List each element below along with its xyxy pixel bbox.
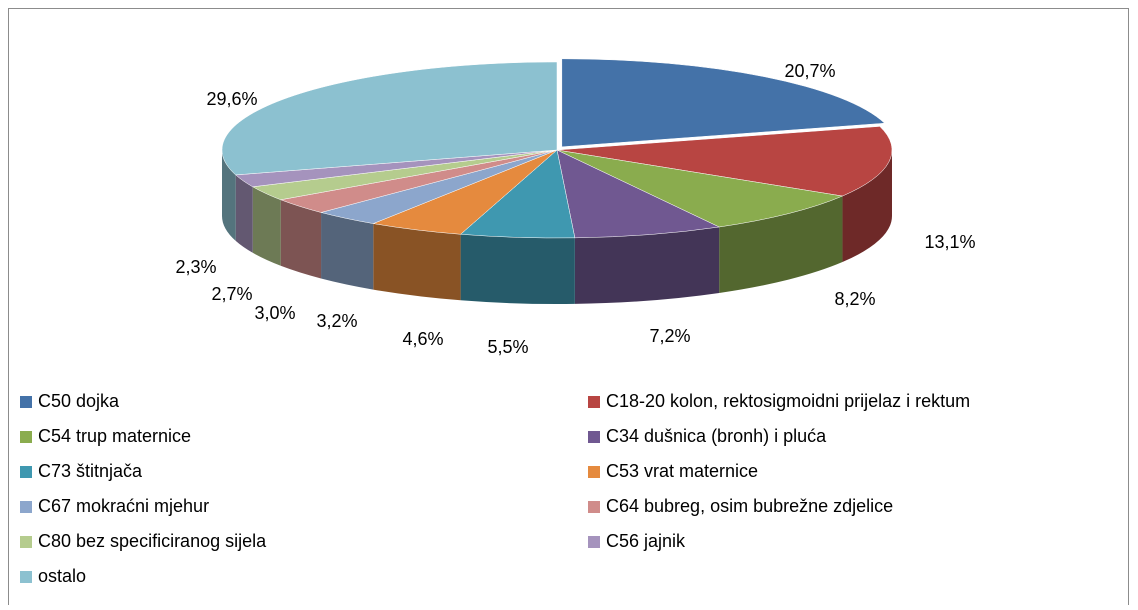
legend-swatch bbox=[588, 501, 600, 513]
pie-slice bbox=[556, 149, 721, 239]
pie-slice bbox=[556, 149, 844, 228]
legend-swatch bbox=[588, 396, 600, 408]
data-label: 4,6% bbox=[402, 329, 443, 349]
legend-label: C73 štitnjača bbox=[38, 461, 143, 481]
pie-side bbox=[222, 150, 236, 241]
pie-side bbox=[460, 234, 575, 304]
legend-label: C67 mokraćni mjehur bbox=[38, 496, 209, 516]
legend-swatch bbox=[588, 536, 600, 548]
data-label: 3,2% bbox=[316, 311, 357, 331]
pie-side bbox=[574, 227, 720, 304]
pie-side bbox=[719, 196, 843, 294]
pie-side bbox=[252, 186, 281, 266]
data-label: 2,3% bbox=[175, 257, 216, 277]
data-label: 7,2% bbox=[649, 326, 690, 346]
legend-label: C80 bez specificiranog sijela bbox=[38, 531, 267, 551]
legend-swatch bbox=[20, 536, 32, 548]
legend-label: C54 trup maternice bbox=[38, 426, 191, 446]
legend-swatch bbox=[20, 501, 32, 513]
legend-label: C18-20 kolon, rektosigmoidni prijelaz i … bbox=[606, 391, 970, 411]
pie-slice bbox=[561, 58, 886, 148]
pie-side bbox=[373, 223, 461, 301]
legend-swatch bbox=[20, 396, 32, 408]
data-label: 5,5% bbox=[487, 337, 528, 357]
pie-slice bbox=[221, 61, 558, 176]
legend-swatch bbox=[20, 466, 32, 478]
legend-label: ostalo bbox=[38, 566, 86, 586]
legend-label: C53 vrat maternice bbox=[606, 461, 758, 481]
data-label: 13,1% bbox=[924, 232, 975, 252]
data-label: 20,7% bbox=[784, 61, 835, 81]
legend-label: C64 bubreg, osim bubrežne zdjelice bbox=[606, 496, 893, 516]
legend-swatch bbox=[588, 466, 600, 478]
pie-side bbox=[280, 199, 322, 279]
legend-swatch bbox=[20, 571, 32, 583]
legend-label: C34 dušnica (bronh) i pluća bbox=[606, 426, 827, 446]
data-label: 2,7% bbox=[211, 284, 252, 304]
data-label: 3,0% bbox=[254, 303, 295, 323]
legend-label: C56 jajnik bbox=[606, 531, 686, 551]
pie-slice bbox=[556, 126, 893, 197]
data-label: 8,2% bbox=[834, 289, 875, 309]
pie-side bbox=[321, 212, 374, 290]
data-label: 29,6% bbox=[206, 89, 257, 109]
pie-side bbox=[842, 150, 892, 263]
legend-label: C50 dojka bbox=[38, 391, 120, 411]
legend-swatch bbox=[20, 431, 32, 443]
legend-swatch bbox=[588, 431, 600, 443]
pie-side bbox=[235, 174, 253, 253]
